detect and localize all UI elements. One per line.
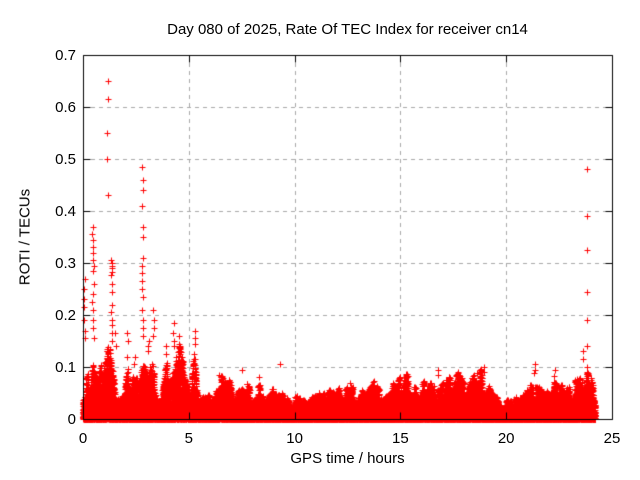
- y-tick-label: 0.3: [55, 255, 76, 272]
- x-tick-label: 5: [184, 430, 193, 447]
- y-tick-label: 0.1: [55, 359, 76, 376]
- x-axis-label: GPS time / hours: [290, 450, 405, 467]
- x-tick-label: 20: [497, 430, 515, 447]
- x-tick-label: 15: [392, 430, 409, 447]
- y-tick-label: 0.5: [55, 151, 76, 168]
- x-tick-label: 10: [286, 430, 303, 447]
- y-tick-label: 0.4: [55, 203, 76, 220]
- y-tick-label: 0.6: [55, 99, 76, 116]
- chart-title: Day 080 of 2025, Rate Of TEC Index for r…: [167, 21, 528, 38]
- y-axis-label: ROTI / TECUs: [16, 188, 34, 286]
- y-tick-label: 0.2: [55, 307, 76, 324]
- y-tick-label: 0.7: [55, 47, 76, 64]
- y-tick-label: 0: [67, 411, 76, 428]
- x-tick-label: 25: [603, 430, 621, 447]
- x-tick-label: 0: [78, 430, 88, 447]
